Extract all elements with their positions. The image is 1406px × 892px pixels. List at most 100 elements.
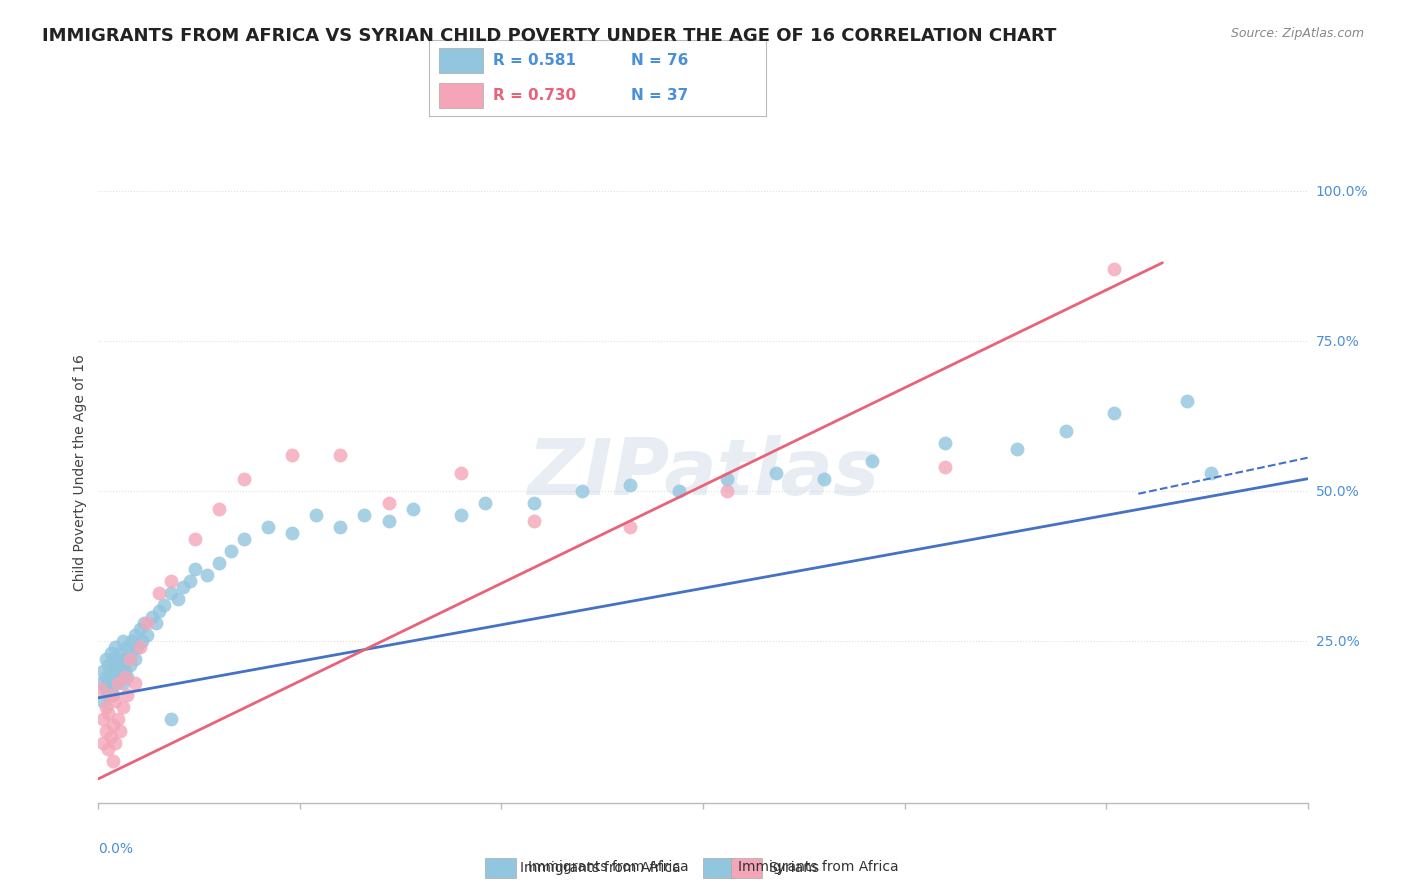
Y-axis label: Child Poverty Under the Age of 16: Child Poverty Under the Age of 16	[73, 354, 87, 591]
Point	[184, 562, 207, 576]
Point	[131, 633, 153, 648]
Point	[160, 712, 183, 726]
Point	[101, 670, 124, 684]
Point	[256, 520, 278, 534]
Point	[141, 609, 163, 624]
Text: R = 0.730: R = 0.730	[494, 88, 576, 103]
Point	[107, 652, 129, 666]
Point	[668, 483, 690, 498]
Point	[94, 670, 117, 684]
Point	[1175, 393, 1198, 408]
Point	[148, 604, 170, 618]
Point	[402, 501, 425, 516]
Point	[1102, 261, 1125, 276]
Point	[94, 652, 117, 666]
Point	[97, 657, 120, 672]
Point	[100, 646, 122, 660]
Point	[97, 675, 120, 690]
Point	[107, 675, 129, 690]
Point	[152, 598, 174, 612]
Bar	[439, 47, 482, 73]
Point	[97, 741, 120, 756]
Point	[167, 591, 190, 606]
Point	[104, 694, 127, 708]
Text: R = 0.581: R = 0.581	[494, 54, 576, 68]
Point	[108, 646, 131, 660]
Point	[145, 615, 167, 630]
Point	[104, 675, 127, 690]
Point	[208, 501, 231, 516]
Point	[619, 520, 641, 534]
Point	[101, 718, 124, 732]
Point	[523, 496, 546, 510]
Point	[117, 640, 139, 654]
Point	[1054, 424, 1077, 438]
Point	[91, 712, 114, 726]
Point	[114, 670, 136, 684]
Point	[934, 459, 956, 474]
Point	[97, 688, 120, 702]
Point	[377, 496, 399, 510]
Point	[94, 723, 117, 738]
Point	[353, 508, 375, 522]
Point	[111, 657, 134, 672]
Point	[108, 723, 131, 738]
Point	[179, 574, 201, 588]
Point	[172, 580, 194, 594]
Point	[124, 652, 146, 666]
Point	[329, 448, 352, 462]
Point	[450, 466, 472, 480]
Text: Syrians: Syrians	[768, 861, 818, 875]
Point	[101, 688, 124, 702]
Point	[232, 472, 254, 486]
Point	[124, 675, 146, 690]
Point	[934, 435, 956, 450]
Point	[91, 664, 114, 678]
Bar	[439, 83, 482, 109]
Text: Immigrants from Africa: Immigrants from Africa	[520, 861, 681, 875]
Point	[90, 681, 112, 696]
Point	[281, 525, 304, 540]
Text: ZIPatlas: ZIPatlas	[527, 434, 879, 511]
Point	[571, 483, 593, 498]
Point	[117, 688, 139, 702]
Point	[221, 543, 243, 558]
Point	[127, 640, 149, 654]
Point	[121, 633, 143, 648]
Text: IMMIGRANTS FROM AFRICA VS SYRIAN CHILD POVERTY UNDER THE AGE OF 16 CORRELATION C: IMMIGRANTS FROM AFRICA VS SYRIAN CHILD P…	[42, 27, 1056, 45]
Text: Immigrants from Africa: Immigrants from Africa	[738, 860, 898, 874]
Text: Immigrants from Africa: Immigrants from Africa	[529, 860, 689, 874]
Point	[100, 730, 122, 744]
Point	[94, 681, 117, 696]
Point	[184, 532, 207, 546]
Point	[111, 699, 134, 714]
Point	[208, 556, 231, 570]
Point	[100, 688, 122, 702]
Point	[118, 652, 141, 666]
Point	[135, 628, 157, 642]
Point	[195, 567, 218, 582]
Point	[135, 615, 157, 630]
Point	[377, 514, 399, 528]
Point	[104, 640, 127, 654]
Point	[100, 664, 122, 678]
Point	[117, 670, 139, 684]
Point	[100, 681, 122, 696]
Point	[118, 646, 141, 660]
Point	[160, 586, 183, 600]
Point	[148, 586, 170, 600]
Point	[124, 628, 146, 642]
Point	[329, 520, 352, 534]
Text: N = 76: N = 76	[631, 54, 689, 68]
Point	[1199, 466, 1222, 480]
Point	[232, 532, 254, 546]
Point	[128, 622, 150, 636]
Point	[111, 675, 134, 690]
Point	[716, 483, 738, 498]
Point	[1007, 442, 1029, 456]
Point	[91, 694, 114, 708]
Point	[128, 640, 150, 654]
Point	[860, 454, 883, 468]
Point	[716, 472, 738, 486]
Point	[111, 633, 134, 648]
